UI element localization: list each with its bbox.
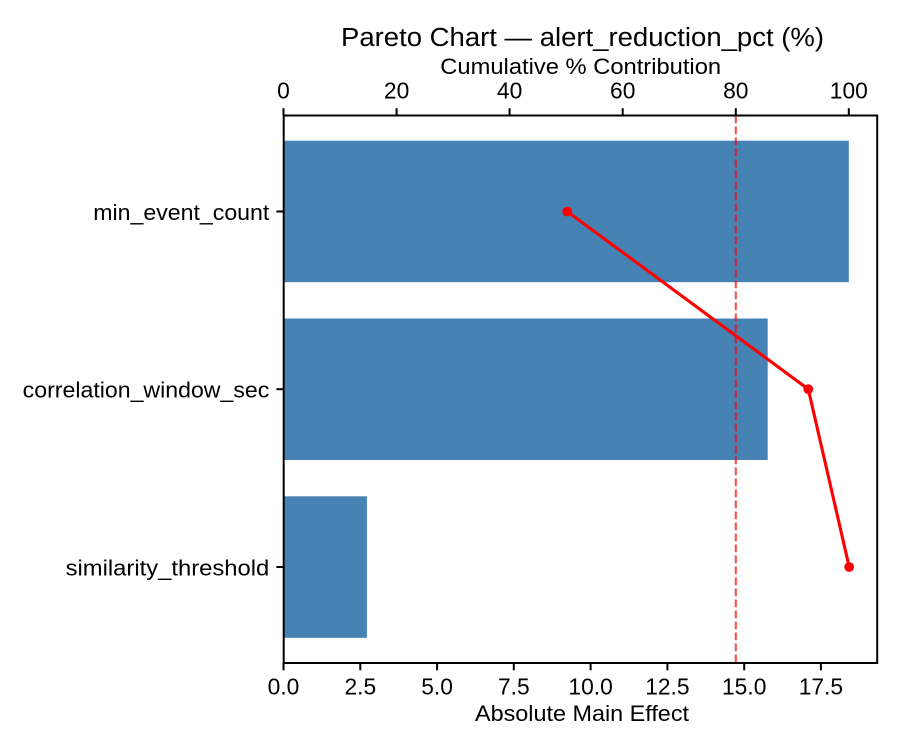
svg-text:Pareto Chart — alert_reduction: Pareto Chart — alert_reduction_pct (%): [341, 24, 824, 52]
svg-text:Cumulative % Contribution: Cumulative % Contribution: [440, 54, 721, 79]
svg-text:12.5: 12.5: [645, 673, 689, 699]
svg-text:2.5: 2.5: [344, 673, 376, 699]
svg-text:7.5: 7.5: [498, 673, 530, 699]
svg-text:similarity_threshold: similarity_threshold: [66, 555, 270, 580]
svg-text:min_event_count: min_event_count: [93, 200, 269, 225]
svg-text:100: 100: [830, 77, 868, 103]
svg-text:5.0: 5.0: [421, 673, 453, 699]
svg-text:0.0: 0.0: [268, 673, 300, 699]
svg-text:10.0: 10.0: [568, 673, 612, 699]
svg-text:correlation_window_sec: correlation_window_sec: [23, 378, 270, 403]
svg-text:0: 0: [277, 77, 290, 103]
svg-text:17.5: 17.5: [799, 673, 843, 699]
svg-text:20: 20: [384, 77, 409, 103]
svg-text:80: 80: [723, 77, 748, 103]
svg-text:60: 60: [610, 77, 635, 103]
svg-text:15.0: 15.0: [722, 673, 766, 699]
svg-text:40: 40: [497, 77, 522, 103]
svg-text:Absolute Main Effect: Absolute Main Effect: [475, 701, 689, 726]
